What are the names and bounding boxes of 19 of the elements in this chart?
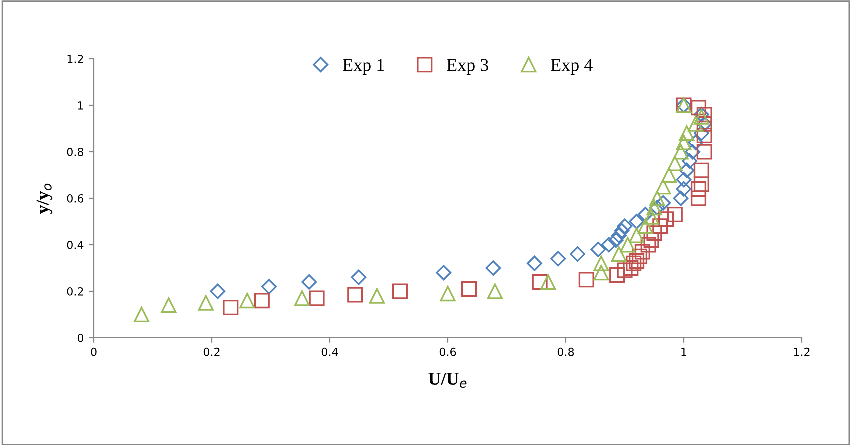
x-axis-title: U/U$_{e}$: [428, 372, 467, 388]
legend-label: Exp 4: [551, 59, 593, 75]
y-tick-label: 1.2: [68, 54, 84, 64]
legend-label: Exp 3: [447, 59, 488, 75]
x-tick-label: 0.2: [204, 348, 220, 356]
x-tick-label: 1.2: [794, 348, 810, 356]
y-axis-title: y/y$_{o}$: [36, 184, 53, 214]
y-tick-label: 0.2: [67, 287, 84, 296]
y-tick-label: 0.4: [67, 240, 84, 250]
legend-label: Exp 1: [343, 59, 384, 75]
y-tick-label: 0: [78, 334, 84, 342]
y-tick-label: 0.6: [67, 194, 84, 203]
x-tick-label: 0.4: [322, 348, 338, 356]
y-tick-label: 1: [78, 102, 84, 110]
x-tick-label: 0.8: [558, 348, 574, 356]
y-tick-label: 0.8: [67, 148, 84, 156]
x-tick-label: 1: [682, 348, 687, 356]
x-tick-label: 0: [91, 348, 97, 356]
x-tick-label: 0.6: [440, 348, 456, 356]
